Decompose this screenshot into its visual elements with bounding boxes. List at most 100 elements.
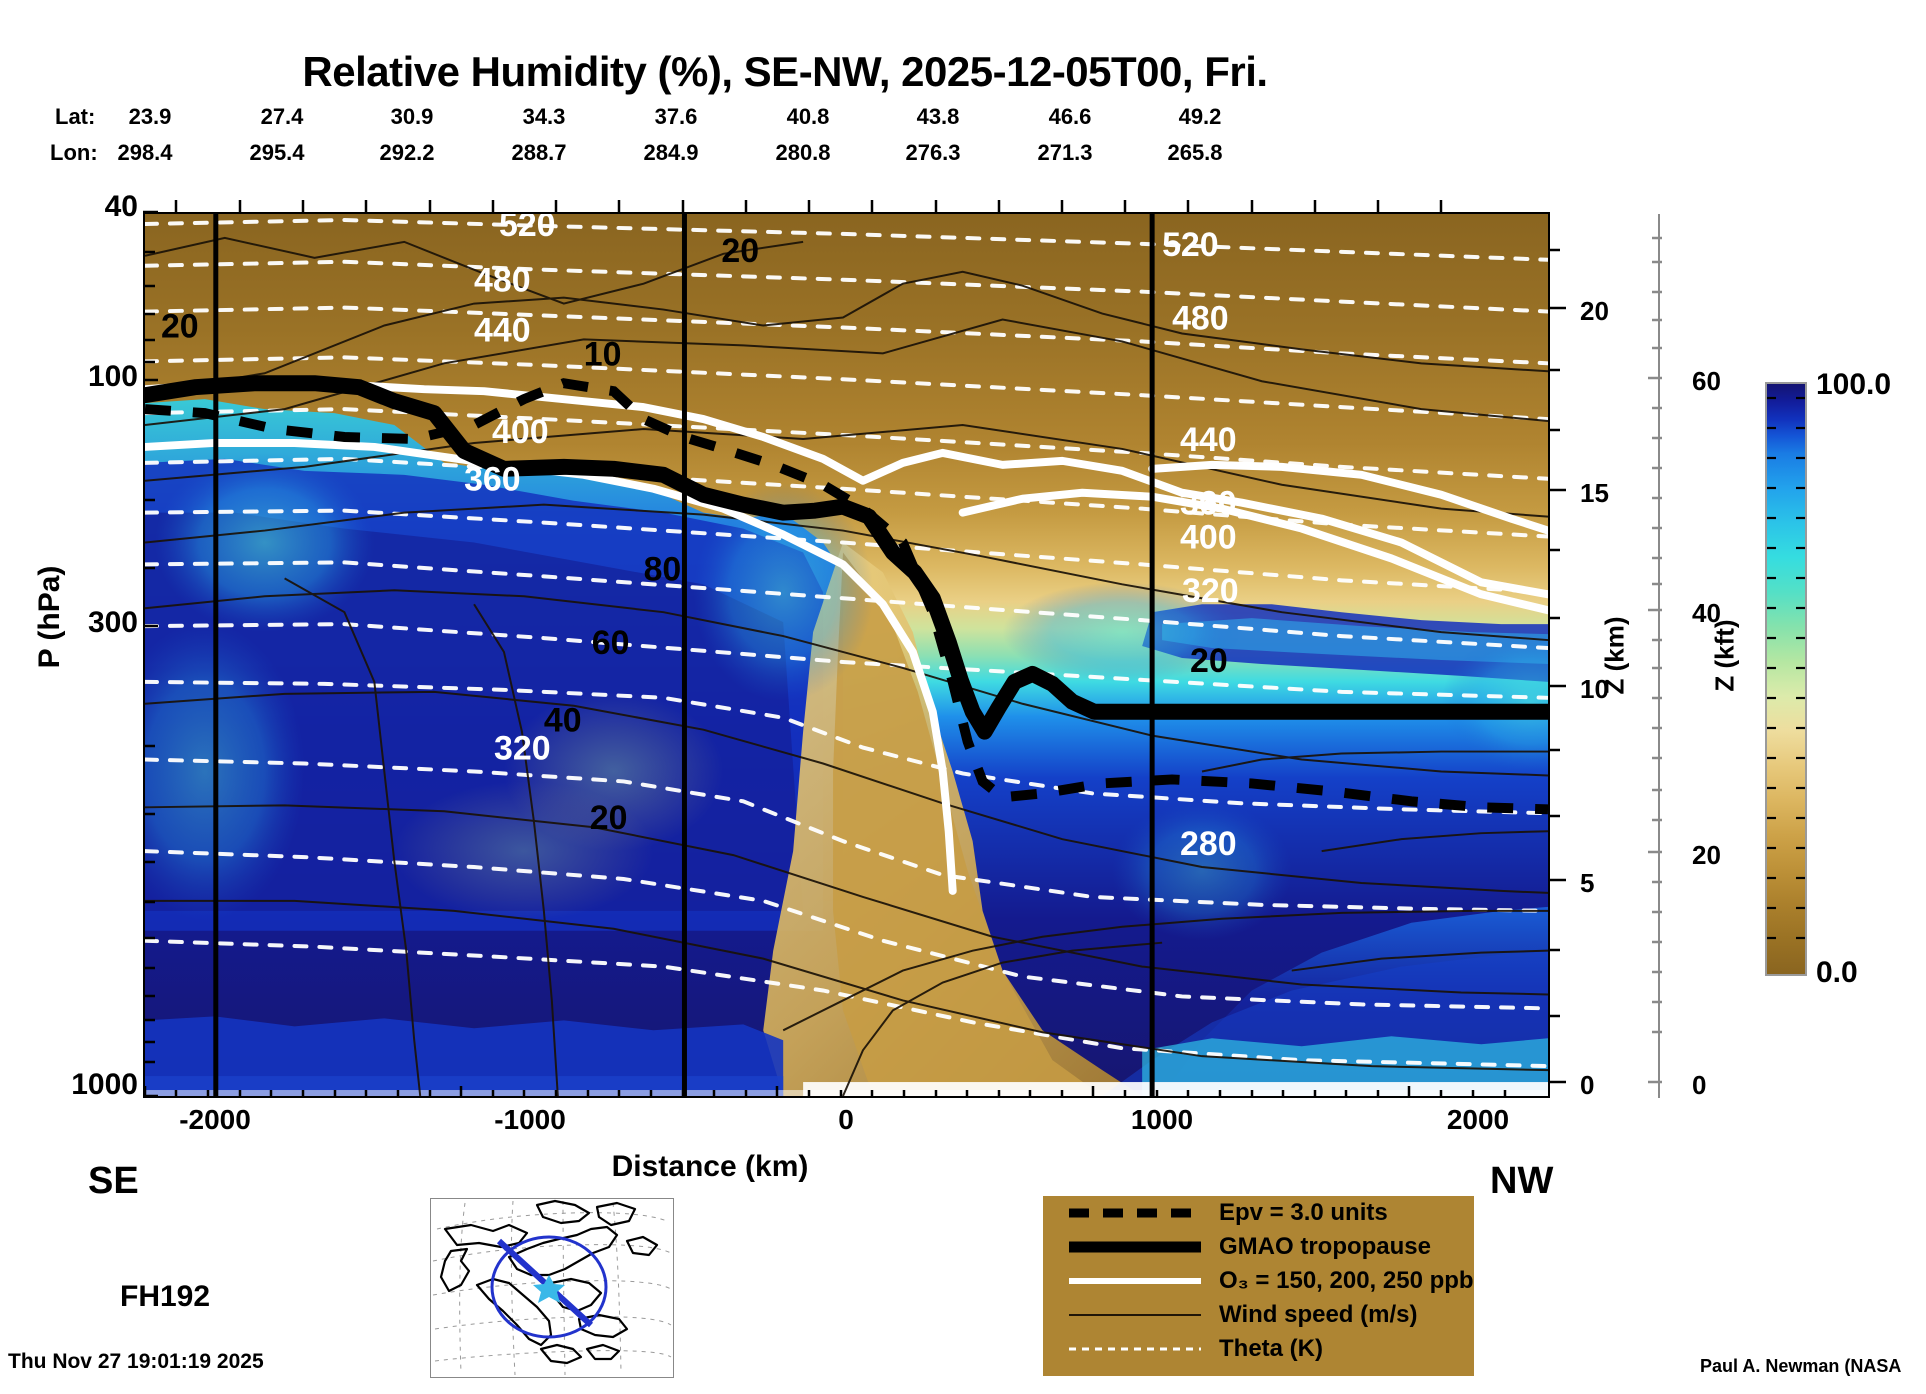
z-km-tick-20: 20 (1580, 296, 1609, 326)
colorbar[interactable] (1765, 382, 1807, 976)
graticule (432, 1200, 672, 1376)
x-tick--1000: -1000 (494, 1104, 566, 1135)
dotted-white-line-icon (1065, 1336, 1205, 1362)
theta-label: 440 (1180, 421, 1237, 459)
x-tick-0: 0 (838, 1104, 854, 1135)
generation-timestamp: Thu Nov 27 19:01:19 2025 (8, 1350, 264, 1373)
lat-label: Lat: (55, 104, 96, 129)
se-endpoint-label: SE (88, 1160, 139, 1202)
legend-item-theta: Theta (K) (1043, 1332, 1474, 1366)
lat-value: 30.9 (390, 104, 434, 129)
legend-item-wind: Wind speed (m/s) (1043, 1298, 1474, 1332)
ozone-contours (145, 379, 1548, 895)
z-kft-tick-20: 20 (1692, 840, 1721, 870)
theta-label: 320 (1182, 572, 1239, 610)
theta-label: 360 (1180, 485, 1237, 523)
reference-lines (213, 214, 1155, 1096)
lon-value: 298.4 (117, 140, 173, 165)
legend-label: Epv = 3.0 units (1219, 1199, 1388, 1226)
lon-value: 276.3 (905, 140, 961, 165)
lat-value: 46.6 (1048, 104, 1092, 129)
theta-label: 520 (499, 214, 556, 244)
center-marker (533, 1275, 565, 1303)
legend-box: Epv = 3.0 units GMAO tropopause O₃ = 150… (1043, 1196, 1474, 1376)
inset-locator-map[interactable] (430, 1198, 674, 1378)
theta-contours (145, 217, 1548, 1069)
range-circle (490, 1235, 608, 1339)
legend-item-tropopause: GMAO tropopause (1043, 1230, 1474, 1264)
z-kft-tick-40: 40 (1692, 598, 1721, 628)
legend-label: Theta (K) (1219, 1335, 1323, 1362)
z-km-tick-5: 5 (1580, 868, 1595, 898)
wind-label: 80 (644, 550, 682, 588)
z-kft-tick-60: 60 (1692, 366, 1721, 396)
y-tick-100: 100 (87, 360, 138, 393)
lat-value: 23.9 (128, 104, 172, 129)
theta-label: 480 (474, 262, 531, 300)
colorbar-gradient (1767, 384, 1805, 974)
colorbar-max-label: 100.0 (1816, 368, 1892, 401)
z-km-tick-15: 15 (1580, 478, 1609, 508)
x-tick-2000: 2000 (1446, 1104, 1510, 1135)
lon-value: 280.8 (775, 140, 831, 165)
lon-value: 292.2 (379, 140, 435, 165)
wind-label: 20 (1190, 642, 1228, 680)
lat-value: 37.6 (654, 104, 698, 129)
lon-value: 284.9 (643, 140, 699, 165)
colorbar-min-label: 0.0 (1816, 956, 1858, 989)
lon-label: Lon: (50, 140, 98, 165)
cross-section-plot[interactable]: 520 480 440 400 360 320 520 480 440 400 … (143, 212, 1550, 1098)
thin-black-line-icon (1065, 1302, 1205, 1328)
thick-black-line-icon (1065, 1234, 1205, 1260)
theta-label: 480 (1172, 300, 1229, 338)
y-tick-40: 40 (104, 190, 138, 223)
colorbar-ticks (1767, 396, 1805, 940)
dashed-black-line-icon (1065, 1200, 1205, 1226)
gmao-tropopause (145, 375, 1548, 740)
contour-label-group: 520 480 440 400 360 320 520 480 440 400 … (161, 214, 1239, 863)
solid-white-line-icon (1065, 1268, 1205, 1294)
z-km-axis-label: Z (km) (1599, 616, 1630, 695)
forecast-hour-label: FH192 (120, 1280, 211, 1313)
legend-label: O₃ = 150, 200, 250 ppb (1219, 1267, 1474, 1294)
theta-label: 520 (1162, 226, 1219, 264)
coastlines (439, 1199, 659, 1365)
wind-label: 60 (592, 624, 630, 662)
wind-label: 20 (721, 232, 759, 270)
lon-value: 265.8 (1167, 140, 1223, 165)
lon-header-row: Lon: 298.4 295.4 292.2 288.7 284.9 280.8… (0, 140, 1300, 170)
legend-label: Wind speed (m/s) (1219, 1301, 1418, 1328)
lat-value: 49.2 (1178, 104, 1222, 129)
author-credit: Paul A. Newman (NASA (1700, 1356, 1902, 1376)
inset-map-svg (431, 1199, 673, 1377)
wind-label: 20 (161, 307, 199, 345)
lat-value: 34.3 (522, 104, 566, 129)
wind-label: 10 (584, 335, 622, 373)
wind-label: 40 (544, 702, 582, 740)
x-tick-1000: 1000 (1130, 1104, 1194, 1135)
z-kft-axis-line (1658, 214, 1660, 1098)
theta-label: 280 (1180, 825, 1237, 863)
nw-endpoint-label: NW (1490, 1160, 1554, 1202)
theta-label: 320 (494, 730, 551, 768)
theta-label: 400 (492, 413, 549, 451)
lon-value: 271.3 (1037, 140, 1093, 165)
theta-label: 440 (474, 311, 531, 349)
legend-item-epv: Epv = 3.0 units (1043, 1196, 1474, 1230)
y-tick-300: 300 (87, 606, 138, 639)
wind-speed-contours (145, 236, 1548, 1096)
lat-value: 27.4 (260, 104, 304, 129)
lat-header-row: Lat: 23.9 27.4 30.9 34.3 37.6 40.8 43.8 … (0, 104, 1300, 134)
lon-value: 288.7 (511, 140, 567, 165)
page-title: Relative Humidity (%), SE-NW, 2025-12-05… (302, 48, 1268, 95)
z-km-tick-0: 0 (1580, 1070, 1595, 1100)
x-tick--2000: -2000 (179, 1104, 251, 1135)
y-tick-1000: 1000 (71, 1068, 138, 1101)
relative-humidity-field: 520 480 440 400 360 320 520 480 440 400 … (145, 214, 1548, 1096)
z-kft-tick-0: 0 (1692, 1070, 1707, 1100)
legend-item-ozone: O₃ = 150, 200, 250 ppb (1043, 1264, 1474, 1298)
theta-label: 360 (464, 461, 521, 499)
lat-value: 40.8 (786, 104, 830, 129)
lon-value: 295.4 (249, 140, 305, 165)
x-axis-label: Distance (km) (611, 1150, 809, 1183)
